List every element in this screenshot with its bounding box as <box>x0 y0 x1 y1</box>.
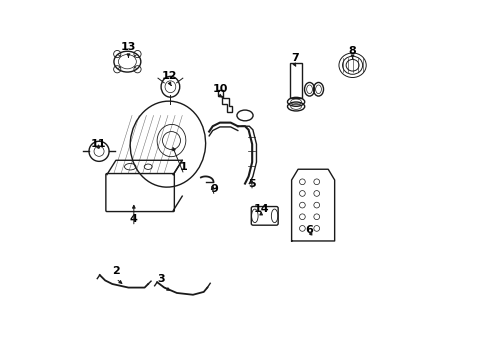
Text: 4: 4 <box>130 215 138 224</box>
Text: 10: 10 <box>212 84 227 94</box>
Text: 6: 6 <box>306 225 314 235</box>
Text: 14: 14 <box>253 204 269 214</box>
Text: 2: 2 <box>112 266 120 276</box>
Text: 11: 11 <box>90 139 106 149</box>
Text: 13: 13 <box>121 42 136 52</box>
Text: 5: 5 <box>248 179 256 189</box>
Text: 9: 9 <box>211 184 219 194</box>
Text: 1: 1 <box>180 162 188 172</box>
Text: 12: 12 <box>162 71 177 81</box>
Text: 3: 3 <box>157 274 165 284</box>
Text: 7: 7 <box>292 53 299 63</box>
Text: 8: 8 <box>349 46 356 56</box>
